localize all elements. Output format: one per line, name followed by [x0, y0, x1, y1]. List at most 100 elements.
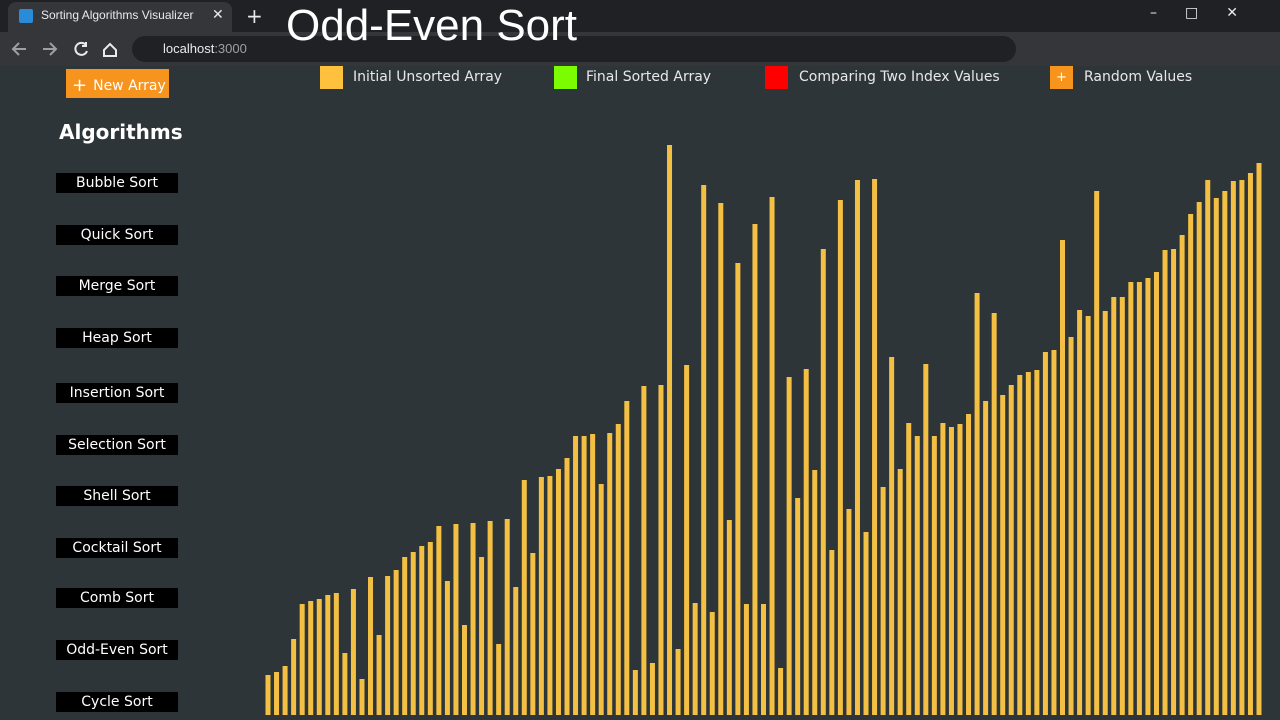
- array-bar: [427, 542, 433, 715]
- algorithm-button[interactable]: Odd-Even Sort: [56, 640, 178, 660]
- array-bar: [684, 365, 690, 715]
- array-bar: [1025, 372, 1031, 715]
- array-bar: [342, 653, 348, 715]
- url: localhost:3000: [163, 41, 247, 56]
- array-bar: [590, 434, 596, 715]
- array-bar: [1222, 191, 1228, 715]
- array-bar: [530, 553, 536, 715]
- algorithm-button[interactable]: Insertion Sort: [56, 383, 178, 403]
- array-bar: [504, 519, 510, 715]
- array-bar: [453, 524, 459, 715]
- array-bar: [564, 458, 570, 715]
- array-bar: [769, 197, 775, 715]
- algorithm-button[interactable]: Quick Sort: [56, 225, 178, 245]
- button-label: New Array: [93, 78, 166, 94]
- array-bar: [1247, 173, 1253, 715]
- nav-buttons[interactable]: [0, 32, 130, 66]
- array-bar: [675, 649, 681, 715]
- array-bar: [1000, 395, 1006, 715]
- algorithm-button[interactable]: Comb Sort: [56, 588, 178, 608]
- array-bar: [914, 436, 920, 715]
- array-bar: [1034, 370, 1040, 715]
- array-bar: [1094, 191, 1100, 715]
- array-bar: [1017, 375, 1023, 715]
- array-bar: [1153, 272, 1159, 715]
- array-bar: [538, 477, 544, 715]
- array-bar: [735, 263, 741, 715]
- tab-title: Sorting Algorithms Visualizer: [41, 8, 194, 22]
- url-host: localhost: [163, 41, 215, 56]
- array-bar: [829, 550, 835, 715]
- algorithm-button[interactable]: Selection Sort: [56, 435, 178, 455]
- array-bar: [470, 523, 476, 715]
- array-bar: [974, 293, 980, 715]
- algorithm-button[interactable]: Cycle Sort: [56, 692, 178, 712]
- array-bar: [325, 595, 331, 715]
- array-bar: [846, 509, 852, 715]
- array-bar: [479, 557, 485, 715]
- legend-swatch: [554, 66, 577, 89]
- array-bar: [957, 424, 963, 715]
- array-bar: [726, 520, 732, 715]
- array-bar: [1171, 249, 1177, 715]
- array-bar: [316, 599, 322, 715]
- window-controls[interactable]: –□✕: [1150, 5, 1266, 21]
- array-bar: [701, 185, 707, 715]
- array-bar: [1256, 163, 1262, 715]
- array-bar: [863, 532, 869, 715]
- array-bar: [632, 670, 638, 715]
- array-bar: [641, 386, 647, 715]
- array-bar: [966, 414, 972, 715]
- array-bar: [1230, 181, 1236, 715]
- algorithm-button[interactable]: Cocktail Sort: [56, 538, 178, 558]
- algorithm-button[interactable]: Heap Sort: [56, 328, 178, 348]
- array-bar: [1102, 311, 1108, 715]
- array-bar: [461, 625, 467, 715]
- array-bar: [649, 663, 655, 715]
- array-bar: [795, 498, 801, 715]
- legend-swatch: [765, 66, 788, 89]
- array-bar: [624, 401, 630, 715]
- array-bar: [709, 612, 715, 715]
- array-bar: [299, 604, 305, 715]
- overlay-title: Odd-Even Sort: [286, 1, 578, 50]
- array-bar: [1179, 235, 1185, 715]
- legend-label: Final Sorted Array: [586, 69, 712, 85]
- array-bar: [419, 546, 425, 715]
- new-tab[interactable]: +: [246, 4, 263, 28]
- array-bar: [991, 313, 997, 715]
- array-bar: [812, 470, 818, 715]
- array-bar: [1068, 337, 1074, 715]
- array-bar: [1111, 297, 1117, 715]
- array-bar: [1136, 282, 1142, 715]
- array-bar: [778, 668, 784, 715]
- array-bar: [1205, 180, 1211, 715]
- array-bar: [1119, 297, 1125, 715]
- tab-close[interactable]: ✕: [212, 7, 224, 23]
- algorithm-button[interactable]: Shell Sort: [56, 486, 178, 506]
- array-bar: [607, 433, 613, 715]
- new-array-button[interactable]: + New Array: [66, 69, 169, 98]
- array-bar: [308, 601, 314, 715]
- array-bar: [555, 469, 561, 715]
- legend-swatch: +: [1050, 66, 1073, 89]
- array-bar: [436, 526, 442, 715]
- algorithm-button[interactable]: Bubble Sort: [56, 173, 178, 193]
- array-bar: [718, 203, 724, 715]
- array-bar: [1060, 240, 1066, 715]
- address-bar[interactable]: [132, 36, 1016, 62]
- array-bar: [872, 179, 878, 715]
- array-bar: [1051, 350, 1057, 715]
- array-bar: [837, 200, 843, 715]
- array-bar: [402, 557, 408, 715]
- algorithm-button[interactable]: Merge Sort: [56, 276, 178, 296]
- sidebar-heading: Algorithms: [59, 120, 183, 144]
- browser-tab[interactable]: [8, 2, 232, 32]
- favicon: [19, 9, 33, 23]
- array-bar: [1145, 278, 1151, 715]
- array-bar: [350, 589, 356, 715]
- array-bar: [444, 581, 450, 715]
- array-bar: [291, 639, 297, 715]
- array-bar: [786, 377, 792, 715]
